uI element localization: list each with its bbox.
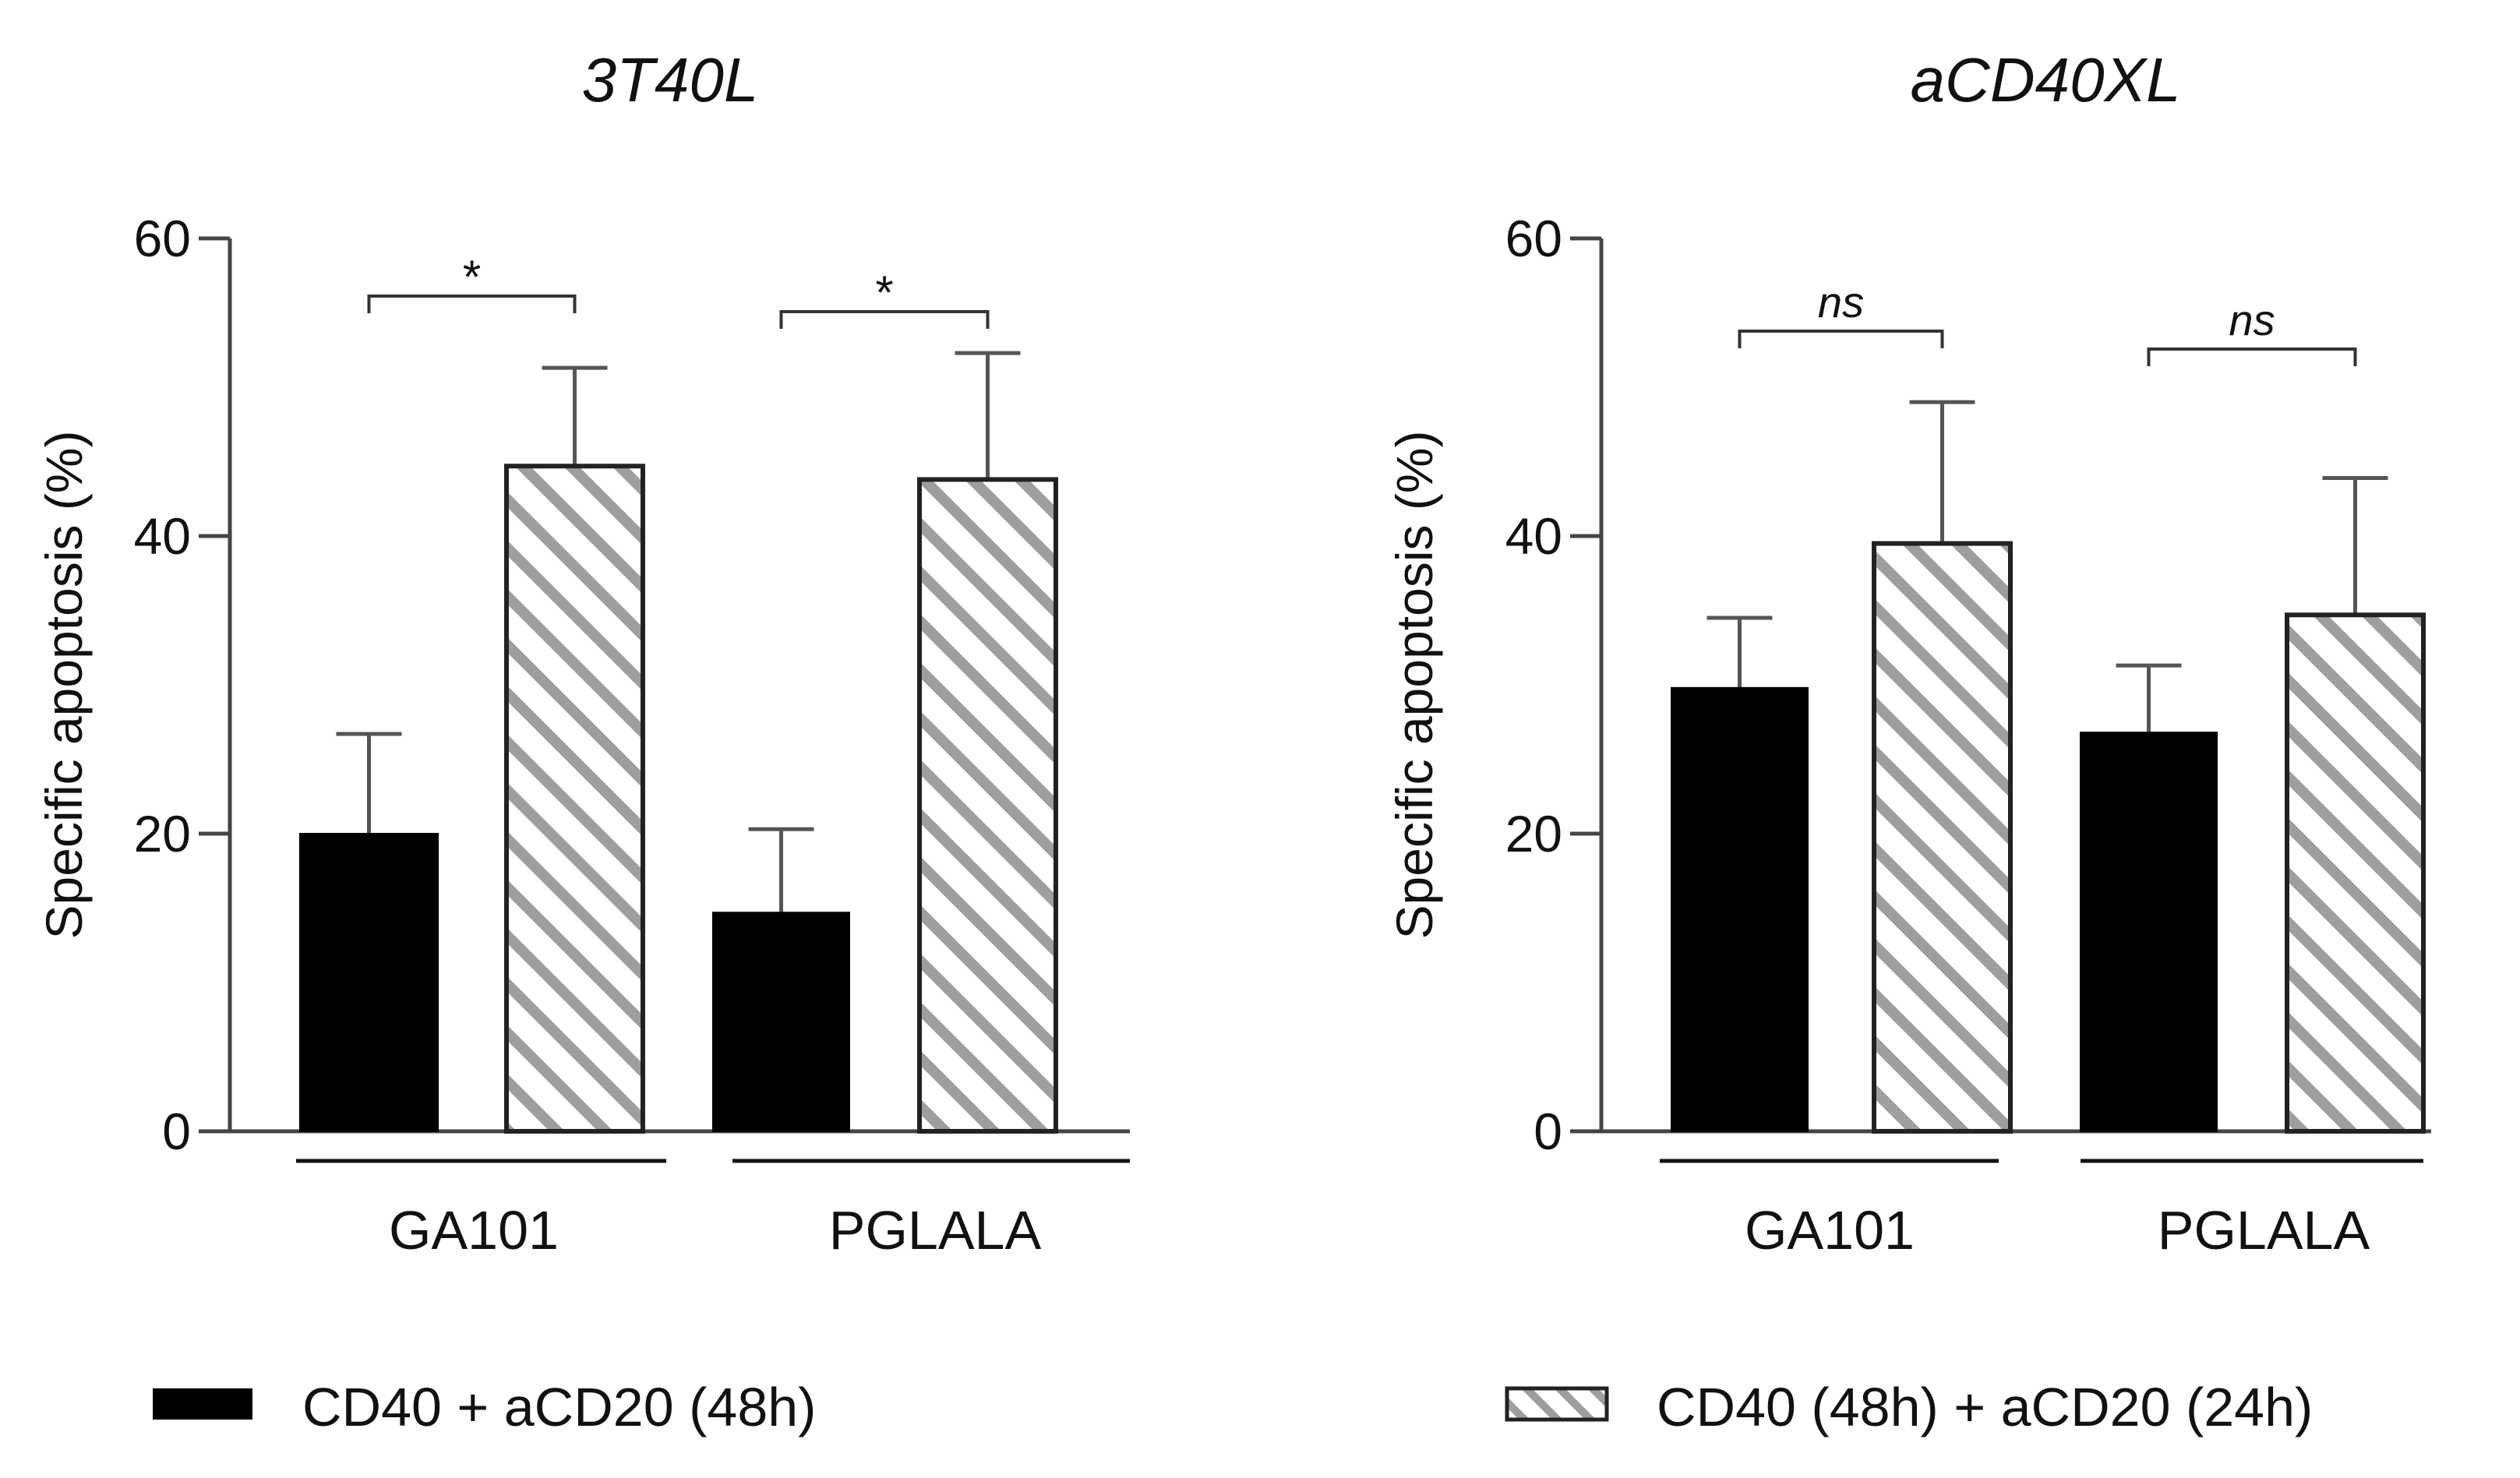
bar-pglala-solid — [2080, 732, 2218, 1132]
y-tick-label: 60 — [134, 210, 191, 267]
chart-title: 3T40L — [582, 45, 759, 115]
significance-label: * — [463, 251, 481, 303]
group-label-ga101: GA101 — [389, 1200, 559, 1261]
bar-pglala-hatched — [917, 477, 1058, 1134]
y-axis-label: Specific apoptosis (%) — [1385, 431, 1443, 940]
bar-ga101-hatched — [504, 464, 645, 1134]
chart-panel-1: 3T40L Specific apoptosis (%) 0 20 40 60 * * GA10… — [35, 45, 1130, 1261]
y-tick-label: 40 — [1505, 507, 1562, 565]
significance-label: ns — [2229, 295, 2275, 344]
chart-panel-2: aCD40XL Specific apoptosis (%) 0 20 40 60 ns ns… — [1385, 45, 2431, 1261]
group-label-pglala: PGLALA — [2158, 1200, 2370, 1261]
significance-label: ns — [1818, 277, 1864, 326]
y-tick-label: 20 — [134, 805, 191, 862]
legend-label-hatched: CD40 (48h) + aCD20 (24h) — [1657, 1377, 2313, 1437]
group-label-ga101: GA101 — [1745, 1200, 1915, 1261]
group-label-pglala: PGLALA — [829, 1200, 1042, 1261]
significance-bracket — [2147, 347, 2357, 366]
legend-swatch-solid — [153, 1388, 252, 1420]
y-tick-label: 60 — [1505, 210, 1562, 267]
significance-bracket — [779, 310, 990, 329]
bar-ga101-hatched — [1872, 541, 2013, 1134]
bar-pglala-hatched — [2285, 612, 2426, 1134]
y-tick-label: 20 — [1505, 805, 1562, 862]
chart-title: aCD40XL — [1911, 45, 2181, 115]
legend: CD40 + aCD20 (48h) CD40 (48h) + aCD20 (2… — [153, 1377, 2313, 1437]
legend-swatch-hatched — [1505, 1386, 1609, 1422]
bar-pglala-solid — [712, 912, 850, 1132]
bar-ga101-solid — [299, 833, 439, 1132]
significance-bracket — [1738, 330, 1944, 348]
significance-bracket — [367, 295, 577, 313]
legend-label-solid: CD40 + aCD20 (48h) — [302, 1377, 817, 1437]
y-tick-label: 40 — [134, 507, 191, 565]
y-axis-label: Specific apoptosis (%) — [35, 431, 93, 940]
y-tick-label: 0 — [1534, 1102, 1562, 1160]
y-tick-label: 0 — [162, 1102, 191, 1160]
bar-ga101-solid — [1671, 686, 1809, 1132]
significance-label: * — [875, 266, 893, 319]
